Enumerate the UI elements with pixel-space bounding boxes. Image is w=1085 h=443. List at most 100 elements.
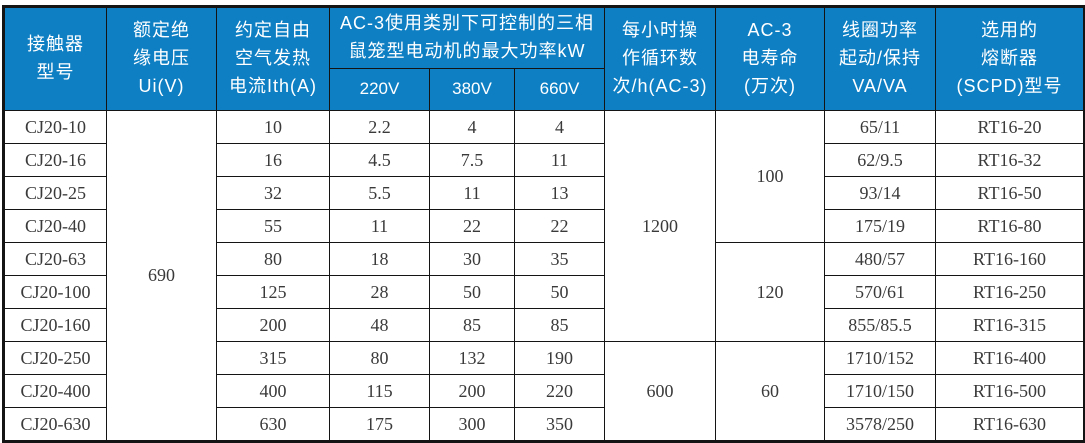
cell-coil: 1710/150: [824, 374, 937, 408]
cell-fuse: RT16-80: [935, 209, 1085, 243]
header-ac3-power-group: AC-3使用类别下可控制的三相 鼠笼型电动机的最大功率kW: [328, 6, 606, 69]
cell-model: CJ20-250: [3, 341, 107, 375]
cell-model: CJ20-400: [3, 374, 107, 408]
header-row-sub: 220V 380V 660V: [4, 68, 1085, 111]
cell-p380: 7.5: [429, 143, 515, 177]
contactor-spec-table-wrap: 接触器 型号 额定绝 缘电压 Ui(V) 约定自由 空气发热 电流Ith(A) …: [2, 5, 1085, 443]
table-row: CJ20-400 400 115 200 220 1710/150 RT16-5…: [3, 374, 1085, 408]
cell-coil: 65/11: [824, 110, 937, 144]
cell-coil: 62/9.5: [824, 143, 937, 177]
cell-p660: 4: [513, 110, 606, 144]
header-electrical-life: AC-3 电寿命 (万次): [715, 6, 826, 111]
cell-ith: 400: [216, 374, 330, 408]
header-220v: 220V: [329, 68, 430, 111]
cell-fuse: RT16-20: [935, 110, 1085, 144]
cell-fuse: RT16-630: [935, 407, 1085, 442]
cell-model: CJ20-25: [3, 176, 107, 210]
cell-fuse: RT16-160: [935, 242, 1085, 276]
table-header: 接触器 型号 额定绝 缘电压 Ui(V) 约定自由 空气发热 电流Ith(A) …: [3, 6, 1085, 111]
table-row: CJ20-10 690 10 2.2 4 4 1200 100 65/11 RT…: [3, 110, 1085, 442]
cell-p220: 175: [329, 407, 430, 442]
cell-p660: 22: [513, 209, 606, 243]
cell-p380: 200: [429, 374, 515, 408]
table-row: CJ20-250 315 80 132 190 600 60 1710/152 …: [3, 341, 1085, 442]
cell-model: CJ20-160: [3, 308, 107, 342]
header-row-group: 接触器 型号 额定绝 缘电压 Ui(V) 约定自由 空气发热 电流Ith(A) …: [3, 6, 1085, 111]
cell-coil: 570/61: [824, 275, 937, 309]
cell-life: 120: [715, 242, 826, 342]
cell-insulation-voltage: 690: [106, 110, 217, 442]
table-row: CJ20-16 16 4.5 7.5 11 62/9.5 RT16-32: [3, 143, 1085, 177]
cell-p220: 48: [329, 308, 430, 342]
cell-coil: 93/14: [824, 176, 937, 210]
cell-p220: 5.5: [329, 176, 430, 210]
cell-model: CJ20-40: [3, 209, 107, 243]
cell-ith: 80: [216, 242, 330, 276]
cell-coil: 1710/152: [824, 341, 937, 375]
cell-p380: 22: [429, 209, 515, 243]
cell-p380: 50: [429, 275, 515, 309]
cell-coil: 480/57: [824, 242, 937, 276]
cell-ith: 16: [216, 143, 330, 177]
header-insulation-voltage: 额定绝 缘电压 Ui(V): [106, 6, 217, 111]
cell-p660: 350: [513, 407, 606, 442]
cell-life: 60: [715, 341, 826, 442]
header-model: 接触器 型号: [3, 6, 107, 111]
cell-p220: 115: [329, 374, 430, 408]
cell-fuse: RT16-400: [935, 341, 1085, 375]
cell-p220: 11: [329, 209, 430, 243]
cell-ith: 10: [216, 110, 330, 144]
cell-p380: 4: [429, 110, 515, 144]
cell-p380: 132: [429, 341, 515, 375]
cell-p220: 28: [329, 275, 430, 309]
cell-p380: 11: [429, 176, 515, 210]
cell-p660: 35: [513, 242, 606, 276]
cell-coil: 3578/250: [824, 407, 937, 442]
cell-p220: 2.2: [329, 110, 430, 144]
cell-p660: 50: [513, 275, 606, 309]
cell-p660: 190: [513, 341, 606, 375]
cell-p220: 4.5: [329, 143, 430, 177]
cell-ith: 55: [216, 209, 330, 243]
cell-p380: 300: [429, 407, 515, 442]
cell-model: CJ20-630: [3, 407, 107, 442]
cell-ith: 32: [216, 176, 330, 210]
table-body: CJ20-10 690 10 2.2 4 4 1200 100 65/11 RT…: [3, 110, 1085, 442]
contactor-spec-table: 接触器 型号 额定绝 缘电压 Ui(V) 约定自由 空气发热 电流Ith(A) …: [2, 5, 1085, 443]
cell-coil: 855/85.5: [824, 308, 937, 342]
cell-life: 100: [715, 110, 826, 243]
table-row: CJ20-100 125 28 50 50 570/61 RT16-250: [3, 275, 1085, 309]
cell-ith: 315: [216, 341, 330, 375]
cell-p220: 80: [329, 341, 430, 375]
cell-p660: 85: [513, 308, 606, 342]
cell-fuse: RT16-50: [935, 176, 1085, 210]
cell-fuse: RT16-500: [935, 374, 1085, 408]
cell-ith: 125: [216, 275, 330, 309]
cell-p660: 220: [513, 374, 606, 408]
cell-model: CJ20-100: [3, 275, 107, 309]
header-660v: 660V: [513, 68, 606, 111]
cell-p660: 11: [513, 143, 606, 177]
cell-ith: 200: [216, 308, 330, 342]
cell-model: CJ20-10: [3, 110, 107, 144]
header-cycles-per-hour: 每小时操 作循环数 次/h(AC-3): [604, 6, 717, 111]
header-thermal-current: 约定自由 空气发热 电流Ith(A): [216, 6, 330, 111]
cell-model: CJ20-16: [3, 143, 107, 177]
cell-model: CJ20-63: [3, 242, 107, 276]
table-row: CJ20-40 55 11 22 22 175/19 RT16-80: [3, 209, 1085, 243]
cell-fuse: RT16-250: [935, 275, 1085, 309]
cell-ith: 630: [216, 407, 330, 442]
cell-cycles: 600: [604, 341, 717, 442]
cell-p380: 30: [429, 242, 515, 276]
cell-p660: 13: [513, 176, 606, 210]
cell-coil: 175/19: [824, 209, 937, 243]
cell-p380: 85: [429, 308, 515, 342]
header-coil-power: 线圈功率 起动/保持 VA/VA: [824, 6, 937, 111]
cell-cycles: 1200: [604, 110, 717, 342]
cell-fuse: RT16-32: [935, 143, 1085, 177]
table-row: CJ20-25 32 5.5 11 13 93/14 RT16-50: [3, 176, 1085, 210]
cell-p220: 18: [329, 242, 430, 276]
header-fuse: 选用的 熔断器 (SCPD)型号: [935, 6, 1085, 111]
header-380v: 380V: [429, 68, 515, 111]
